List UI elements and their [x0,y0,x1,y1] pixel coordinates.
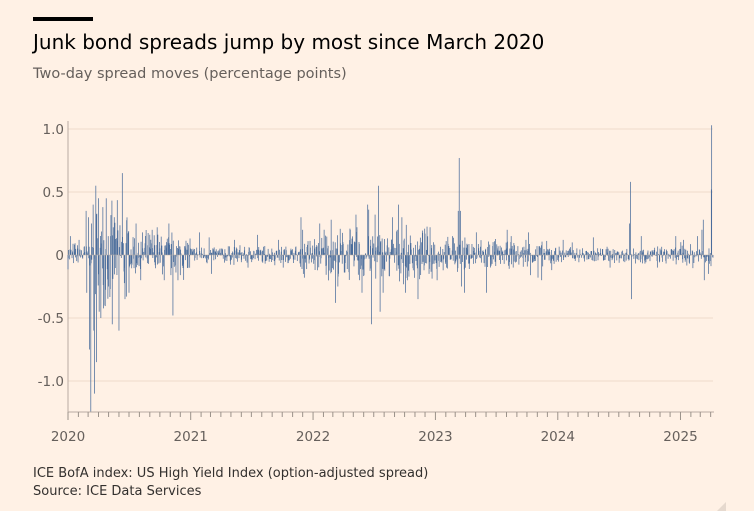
y-tick-label: -1.0 [38,374,64,390]
x-tick-label: 2023 [418,429,452,445]
y-tick-label: 0 [55,248,64,264]
x-tick-label: 2022 [296,429,330,445]
x-tick-label: 2024 [541,429,575,445]
bars-group [67,125,714,413]
spread-chart: 1.0 0.5 0 -0.5 -1.0 2020 2021 2022 2023 2024 2025 [38,121,714,445]
y-tick-label: -0.5 [38,311,64,327]
y-tick-label: 1.0 [43,122,64,138]
corner-fold [717,502,726,511]
x-tick-label: 2025 [663,429,697,445]
footnote-index: ICE BofA index: US High Yield Index (opt… [33,466,429,481]
footnote-source: Source: ICE Data Services [33,484,202,499]
x-tick-label: 2020 [51,429,85,445]
y-tick-label: 0.5 [43,185,64,201]
chart-subtitle: Two-day spread moves (percentage points) [33,66,347,82]
chart-title: Junk bond spreads jump by most since Mar… [33,30,545,54]
x-tick-label: 2021 [174,429,208,445]
brand-bar [33,17,93,21]
